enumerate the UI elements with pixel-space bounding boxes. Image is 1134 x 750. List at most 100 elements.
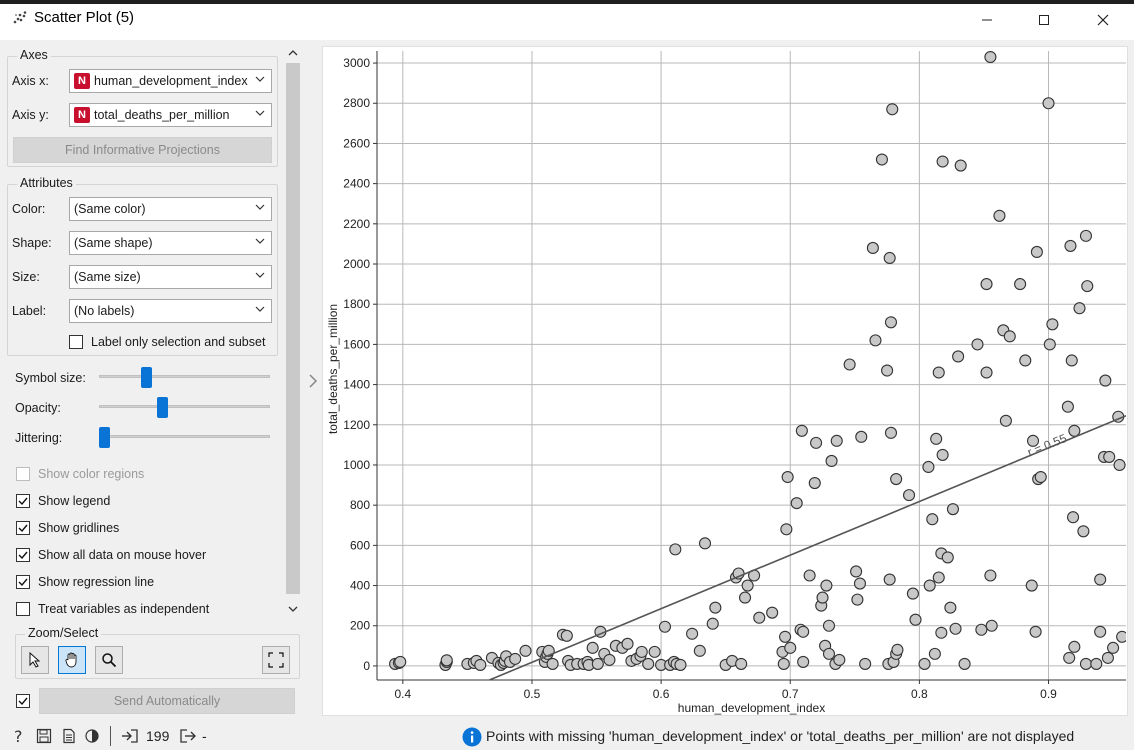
plot-area[interactable]: 0.4 0.5 0.6 0.7 0.8 0.9 0 200 400 600 800 1000 1200 1…: [322, 46, 1128, 716]
data-point: [1103, 450, 1116, 463]
symbol-size-track: [99, 375, 270, 378]
scroll-thumb[interactable]: [286, 63, 300, 594]
scatter-chart[interactable]: 0.4 0.5 0.6 0.7 0.8 0.9 0 200 400 600 800 1000 1200 1…: [323, 47, 1129, 717]
info-icon: [462, 727, 482, 750]
size-combo[interactable]: (Same size): [69, 265, 272, 289]
y-axis-label: total_deaths_per_million: [326, 304, 340, 434]
data-point: [866, 241, 879, 254]
window-top-border: [0, 0, 1134, 4]
maximize-icon[interactable]: [1021, 4, 1067, 36]
data-point: [952, 350, 965, 363]
data-point: [1003, 330, 1016, 343]
data-point: [949, 622, 962, 635]
data-point: [975, 623, 988, 636]
data-point: [825, 454, 838, 468]
minimize-icon[interactable]: [964, 4, 1010, 36]
data-point: [1025, 579, 1038, 592]
data-point: [738, 591, 752, 604]
send-automatically-button[interactable]: Send Automatically: [39, 688, 295, 714]
status-message: Points with missing 'human_development_i…: [486, 728, 1075, 744]
treat-independent-checkbox[interactable]: [16, 602, 30, 616]
data-point: [926, 513, 939, 526]
data-point: [686, 627, 699, 640]
y-tick-label: 1000: [343, 458, 370, 472]
data-point: [830, 434, 843, 447]
data-point: [958, 657, 971, 670]
opacity-track: [99, 405, 270, 408]
x-tick-label: 0.4: [394, 687, 411, 701]
data-point: [808, 477, 821, 490]
send-automatically-checkbox[interactable]: [16, 694, 30, 708]
zoom-select-title: Zoom/Select: [25, 626, 102, 640]
data-point: [1026, 434, 1040, 447]
show-regression-checkbox[interactable]: [16, 575, 30, 589]
close-icon[interactable]: [1080, 4, 1126, 36]
axis-y-label: Axis y:: [12, 108, 49, 122]
data-point: [560, 629, 573, 642]
jittering-slider[interactable]: [99, 427, 110, 448]
data-point: [394, 655, 407, 668]
data-point: [985, 619, 998, 632]
output-icon: [179, 728, 197, 747]
window-title: Scatter Plot (5): [34, 9, 135, 26]
collapse-panel-icon[interactable]: [306, 372, 320, 390]
color-combo[interactable]: (Same color): [69, 197, 272, 221]
opacity-slider[interactable]: [157, 397, 168, 418]
data-point: [936, 155, 949, 168]
data-point: [1030, 245, 1043, 259]
help-icon[interactable]: ?: [11, 727, 27, 748]
save-icon[interactable]: [36, 728, 52, 747]
chevron-down-icon: [255, 306, 265, 312]
data-point: [891, 643, 904, 656]
show-color-regions-checkbox[interactable]: [16, 467, 30, 481]
data-point: [797, 625, 810, 638]
data-point: [777, 657, 790, 670]
data-point: [833, 653, 846, 666]
data-point: [546, 657, 559, 670]
data-point: [1094, 625, 1107, 638]
show-legend-checkbox[interactable]: [16, 494, 30, 508]
label-only-selection-checkbox[interactable]: [69, 335, 83, 349]
find-informative-projections-button[interactable]: Find Informative Projections: [13, 137, 272, 163]
axis-x-combo[interactable]: N human_development_index: [69, 69, 272, 93]
show-all-data-checkbox[interactable]: [16, 548, 30, 562]
data-point: [642, 657, 655, 670]
show-regression-text: Show regression line: [38, 575, 155, 589]
scroll-down-icon[interactable]: [286, 602, 300, 616]
visual-settings-icon[interactable]: [84, 728, 100, 747]
axis-y-value: total_deaths_per_million: [94, 108, 230, 122]
label-combo[interactable]: (No labels): [69, 299, 272, 323]
data-point: [1068, 424, 1081, 437]
report-icon[interactable]: [61, 728, 77, 747]
data-point: [843, 358, 856, 371]
shape-combo[interactable]: (Same shape): [69, 231, 272, 255]
data-point: [932, 571, 945, 584]
y-tick-label: 2600: [343, 136, 370, 150]
axis-y-combo[interactable]: N total_deaths_per_million: [69, 103, 272, 127]
opacity-label: Opacity:: [15, 401, 61, 415]
data-point: [884, 316, 898, 329]
symbol-size-slider[interactable]: [141, 367, 152, 388]
data-point: [884, 426, 898, 439]
y-tick-label: 200: [350, 619, 370, 633]
zoom-select-group: [15, 634, 300, 679]
y-tick-label: 2200: [343, 217, 370, 231]
label-value: (No labels): [74, 304, 135, 318]
reset-zoom-button[interactable]: [262, 646, 290, 674]
select-tool-button[interactable]: [21, 646, 49, 674]
data-point: [1079, 229, 1093, 242]
data-point: [944, 601, 957, 614]
data-point: [698, 537, 712, 550]
data-point: [1029, 625, 1042, 638]
zoom-tool-button[interactable]: [95, 646, 123, 674]
data-point: [1067, 511, 1080, 524]
scroll-up-icon[interactable]: [286, 46, 300, 60]
show-gridlines-checkbox[interactable]: [16, 521, 30, 535]
data-point: [869, 334, 882, 347]
data-point: [709, 601, 722, 614]
checkmark-icon: [18, 524, 28, 533]
data-point: [980, 278, 993, 291]
data-point: [1099, 374, 1112, 387]
pan-tool-button[interactable]: [58, 646, 86, 674]
y-tick-label: 800: [350, 498, 370, 512]
